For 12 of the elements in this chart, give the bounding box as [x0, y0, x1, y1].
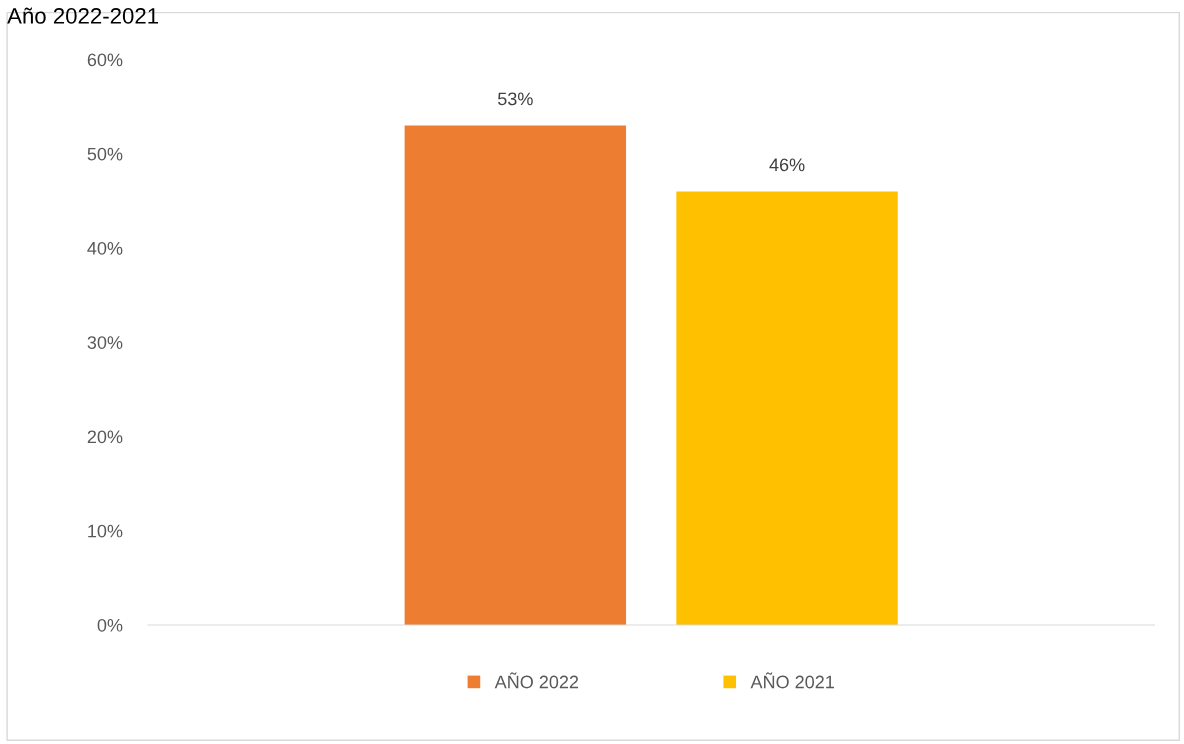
y-tick-label: 60%	[87, 53, 123, 67]
y-tick-label: 0%	[97, 618, 123, 632]
y-tick-label: 50%	[87, 147, 123, 161]
data-label: 53%	[497, 92, 533, 106]
y-tick-label: 10%	[88, 524, 123, 538]
data-label: 46%	[769, 158, 805, 172]
legend-label: AÑO 2022	[494, 672, 579, 689]
chart-title: Año 2022-2021	[7, 7, 159, 24]
y-tick-label: 30%	[87, 336, 123, 349]
legend-label: AÑO 2021	[750, 672, 834, 689]
y-tick-label: 40%	[87, 241, 123, 255]
y-tick-label: 20%	[87, 430, 123, 444]
